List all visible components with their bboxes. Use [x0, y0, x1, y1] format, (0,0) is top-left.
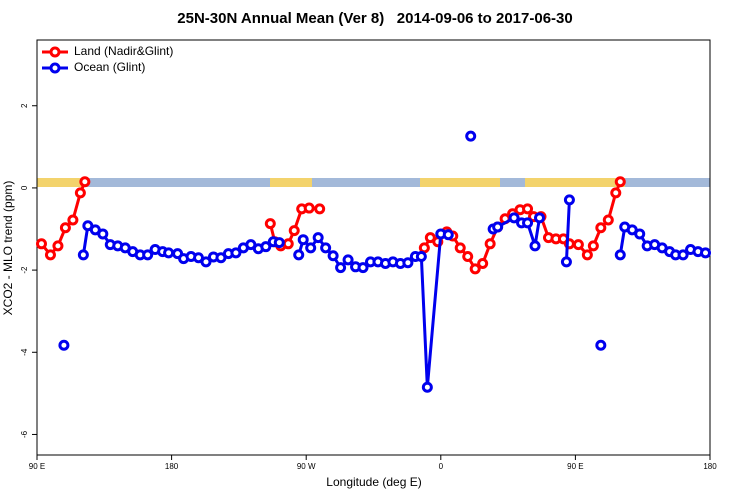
point — [58, 339, 70, 351]
legend-label: Land (Nadir&Glint) — [74, 44, 173, 58]
point — [59, 222, 71, 234]
y-tick-label: 2 — [20, 103, 29, 108]
point — [288, 225, 300, 237]
point — [581, 249, 593, 261]
point — [700, 247, 712, 259]
series-line — [81, 199, 706, 388]
point — [320, 242, 332, 254]
plot-frame — [36, 39, 711, 456]
point — [602, 214, 614, 226]
point — [402, 257, 414, 269]
point — [67, 214, 79, 226]
ocean-strip — [37, 178, 710, 187]
point — [595, 222, 607, 234]
x-tick-label: 90 E — [29, 462, 45, 471]
point — [508, 212, 520, 224]
point — [469, 263, 481, 275]
point — [52, 240, 64, 252]
x-axis-label: Longitude (deg E) — [326, 475, 421, 489]
point — [312, 232, 324, 244]
point — [79, 176, 91, 188]
point — [44, 249, 56, 261]
point — [534, 212, 546, 224]
point — [142, 249, 154, 261]
y-tick-label: -4 — [20, 348, 29, 356]
point — [587, 240, 599, 252]
point — [260, 241, 272, 253]
point — [77, 249, 89, 261]
legend-marker — [49, 62, 61, 74]
y-tick-label: -2 — [20, 266, 29, 274]
point — [97, 228, 109, 240]
point — [492, 221, 504, 233]
x-tick-label: 180 — [165, 462, 179, 471]
land-strip — [37, 178, 87, 187]
point — [614, 249, 626, 261]
point — [327, 250, 339, 262]
point — [462, 251, 474, 263]
y-tick-label: -6 — [20, 430, 29, 438]
point — [454, 242, 466, 254]
point — [230, 247, 242, 259]
land-strip — [420, 178, 500, 187]
point — [522, 203, 534, 215]
x-tick-label: 90 E — [567, 462, 583, 471]
point — [282, 238, 294, 250]
point — [305, 242, 317, 254]
point — [529, 240, 541, 252]
point — [572, 239, 584, 251]
point — [303, 202, 315, 214]
point — [297, 234, 309, 246]
point — [677, 249, 689, 261]
point — [264, 218, 276, 230]
y-tick-label: 0 — [20, 185, 29, 190]
point — [522, 217, 534, 229]
point — [357, 262, 369, 274]
point — [74, 187, 86, 199]
point — [293, 249, 305, 261]
chart-title: 25N-30N Annual Mean (Ver 8) 2014-09-06 t… — [177, 10, 572, 27]
land-strip — [270, 178, 312, 187]
point — [560, 256, 572, 268]
legend-label: Ocean (Glint) — [74, 60, 145, 74]
x-tick-label: 180 — [703, 462, 717, 471]
y-axis-label: XCO2 - MLO trend (ppm) — [1, 181, 15, 316]
point — [273, 237, 285, 249]
point — [442, 229, 454, 241]
point — [563, 194, 575, 206]
x-tick-label: 90 W — [297, 462, 316, 471]
x-tick-label: 0 — [439, 462, 444, 471]
point — [342, 254, 354, 266]
point — [418, 242, 430, 254]
point — [477, 258, 489, 270]
land-strip — [525, 178, 625, 187]
point — [163, 247, 175, 259]
point — [484, 238, 496, 250]
point — [465, 130, 477, 142]
point — [610, 187, 622, 199]
point — [634, 228, 646, 240]
point — [314, 203, 326, 215]
land-ocean-strip — [37, 178, 710, 187]
point — [415, 251, 427, 263]
point — [421, 381, 433, 393]
point — [614, 176, 626, 188]
point — [200, 256, 212, 268]
point — [335, 262, 347, 274]
point — [595, 339, 607, 351]
point — [35, 238, 47, 250]
legend-marker — [49, 46, 61, 58]
